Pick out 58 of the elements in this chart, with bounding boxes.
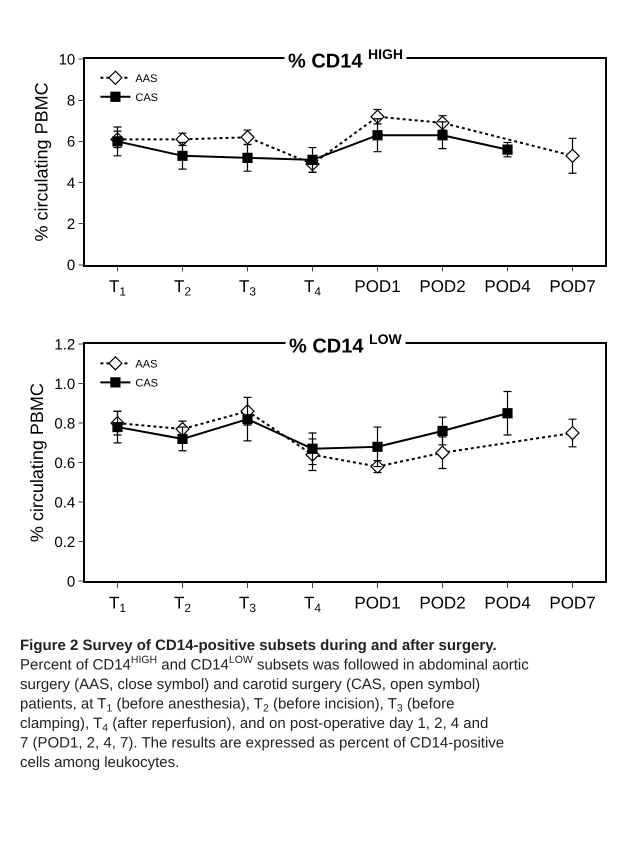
y-tick-label: 1.0 <box>54 376 76 393</box>
text: Figure 2 Survey of CD14-positive subsets during and after surgery. <box>20 637 497 654</box>
y-axis-title: % circulating PBMC <box>27 383 48 542</box>
x-tick-label: POD1 <box>354 276 401 296</box>
x-tick-label: POD1 <box>354 593 401 612</box>
y-tick-label: 0.2 <box>54 534 76 551</box>
point <box>307 154 318 165</box>
y-tick-label: 6 <box>66 134 76 151</box>
point <box>177 434 188 444</box>
text: Percent of CD14$^{HIGH}$ and CD14$^{LOW}$ subsets was followed in abdominal aortic surgery (AAS, close symbol) and carotid surgery (CAS, open symbol) patients, at T$_{1}$ (before anesthesia), T$_{2}$ (before incision), T$_{3}$ (before clamping), T$_{4}$ (after reperfusion), and on post-operative day 1, 2, 4 and 7 (POD1, 2, 4, 7). The results are expressed as percent of CD14-positive cells among leukocytes. <box>20 654 529 771</box>
legend-label: AAS <box>135 73 158 86</box>
x-tick-label: T$_{3}$ <box>238 593 256 615</box>
y-tick-label: 0.6 <box>54 454 76 472</box>
y-tick-label: 8 <box>66 92 76 110</box>
point <box>502 408 513 418</box>
y-tick-label: 2 <box>66 216 76 233</box>
x-tick-label: T$_{1}$ <box>108 276 126 299</box>
point <box>112 136 123 146</box>
y-axis-title: % circulating PBMC <box>31 82 52 242</box>
chart-title: % CD14 $^{LOW}$ <box>289 331 402 358</box>
point <box>437 130 448 140</box>
x-tick-label: T$_{3}$ <box>238 276 256 299</box>
x-tick-label: POD7 <box>549 276 596 296</box>
legend-label: CAS <box>135 92 158 104</box>
point <box>242 152 253 163</box>
point <box>112 422 123 432</box>
chart-title: % CD14 $^{HIGH}$ <box>288 46 404 72</box>
x-tick-label: T$_{2}$ <box>174 276 192 299</box>
x-tick-label: T$_{2}$ <box>174 593 192 615</box>
x-tick-label: POD4 <box>484 276 531 296</box>
x-tick-label: POD7 <box>549 593 596 612</box>
legend-label: AAS <box>135 358 158 371</box>
y-tick-label: 1.2 <box>54 336 76 354</box>
point <box>307 444 318 454</box>
point <box>502 144 513 155</box>
point <box>175 132 190 146</box>
x-tick-label: POD4 <box>484 593 531 612</box>
point <box>177 150 188 161</box>
point <box>437 426 448 436</box>
y-tick-label: 0.8 <box>54 415 76 432</box>
y-tick-label: 4 <box>66 174 76 192</box>
y-tick-label: 10 <box>58 51 76 68</box>
point <box>565 426 580 440</box>
point <box>435 446 450 460</box>
y-tick-label: 0 <box>66 573 76 590</box>
y-tick-label: 0 <box>66 257 76 274</box>
point <box>372 130 383 140</box>
point <box>242 414 253 424</box>
point <box>565 148 580 163</box>
x-tick-label: T$_{4}$ <box>304 276 322 299</box>
x-tick-label: T$_{1}$ <box>108 593 126 615</box>
point <box>240 130 255 144</box>
x-tick-label: T$_{4}$ <box>304 593 322 615</box>
x-tick-label: POD2 <box>419 276 466 296</box>
y-tick-label: 0.4 <box>54 494 76 512</box>
x-tick-label: POD2 <box>419 593 466 612</box>
legend-label: CAS <box>135 378 158 390</box>
point <box>372 442 383 452</box>
